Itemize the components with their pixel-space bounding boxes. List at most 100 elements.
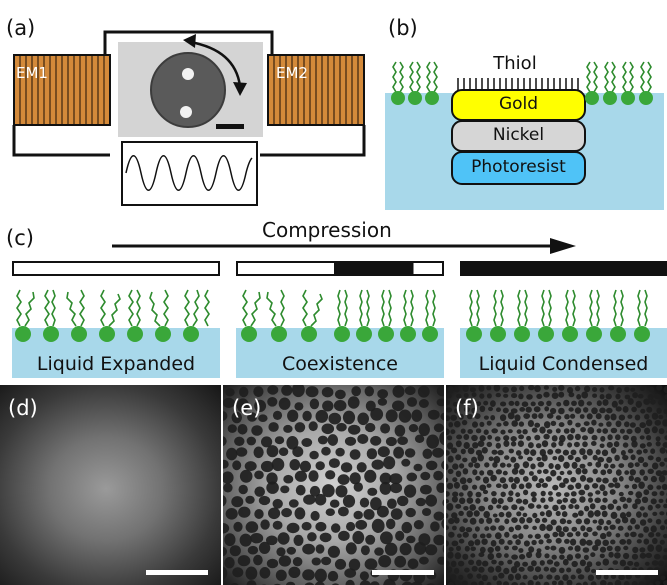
domain-cell — [274, 436, 285, 445]
domain-cell — [288, 499, 299, 508]
domain-cell — [455, 454, 462, 461]
domain-cell — [479, 546, 486, 554]
domain-cell — [475, 428, 482, 434]
domain-cell — [309, 398, 320, 410]
domain-cell — [483, 497, 489, 502]
domain-cell — [462, 385, 469, 392]
domain-cell — [457, 533, 462, 538]
domain-cell — [446, 513, 449, 519]
domain-cell — [502, 483, 509, 489]
domain-cell — [596, 525, 602, 531]
domain-cell — [363, 509, 375, 520]
domain-cell — [588, 497, 593, 503]
panel-c-label: (c) — [6, 226, 34, 250]
domain-cell — [528, 546, 535, 553]
domain-cell — [657, 560, 665, 567]
domain-cell — [535, 551, 542, 559]
domain-cell — [378, 555, 392, 568]
domain-cell — [655, 504, 661, 509]
domain-cell — [392, 385, 405, 398]
domain-cell — [477, 454, 484, 462]
domain-cell — [453, 567, 460, 574]
domain-cell — [600, 532, 607, 540]
domain-cell — [596, 428, 602, 434]
domain-cell — [237, 555, 251, 567]
domain-cell — [511, 420, 518, 427]
domain-cell — [386, 518, 396, 530]
domain-cell — [637, 456, 645, 463]
domain-cell — [570, 538, 577, 546]
domain-cell — [260, 460, 274, 473]
domain-cell — [335, 389, 346, 400]
domain-cell — [615, 434, 621, 441]
domain-cell — [486, 469, 494, 476]
domain-cell — [544, 406, 550, 412]
domain-cell — [631, 553, 639, 560]
domain-cell — [574, 407, 582, 414]
domain-cell — [503, 581, 509, 585]
domain-cell — [353, 510, 363, 520]
domain-cell — [461, 484, 469, 491]
domain-cell — [259, 567, 271, 579]
domain-cell — [474, 413, 481, 419]
domain-cell — [487, 546, 494, 554]
domain-cell — [537, 461, 545, 468]
domain-cell — [638, 481, 645, 489]
domain-cell — [648, 386, 655, 392]
domain-cell — [446, 503, 454, 511]
domain-cell — [630, 435, 637, 443]
domain-cell — [576, 394, 582, 400]
domain-cell — [650, 448, 656, 454]
domain-cell — [364, 469, 377, 483]
domain-cell — [551, 554, 557, 560]
domain-cell — [327, 434, 338, 446]
domain-cell — [607, 503, 615, 510]
domain-cell — [498, 511, 505, 518]
domain-cell — [478, 385, 485, 392]
domain-cell — [486, 582, 492, 585]
domain-cell — [628, 475, 634, 482]
domain-cell — [546, 538, 552, 544]
domain-cell — [305, 386, 319, 398]
domain-cell — [481, 447, 488, 454]
domain-cell — [348, 558, 361, 571]
domain-cell — [544, 545, 550, 550]
domain-cell — [654, 393, 661, 399]
domain-cell — [452, 477, 458, 483]
domain-cell — [556, 499, 563, 505]
domain-cell — [436, 482, 444, 493]
domain-cell — [307, 532, 317, 542]
domain-cell — [467, 413, 473, 420]
domain-cell — [450, 429, 456, 435]
domain-cell — [627, 462, 634, 469]
domain-cell — [518, 548, 524, 553]
domain-cell — [595, 449, 601, 455]
domain-cell — [555, 510, 561, 517]
domain-cell — [455, 440, 462, 448]
domain-cell — [268, 507, 281, 520]
domain-cell — [245, 566, 258, 580]
domain-cell — [610, 463, 616, 469]
domain-cell — [518, 421, 525, 427]
domain-cell — [514, 524, 522, 531]
domain-cell — [586, 448, 593, 456]
domain-cell — [587, 462, 593, 467]
domain-cell — [223, 546, 227, 557]
phase-label-condensed: Liquid Condensed — [478, 353, 649, 375]
domain-cell — [367, 487, 378, 496]
domain-cell — [245, 521, 259, 533]
domain-cell — [370, 435, 382, 446]
domain-cell — [510, 436, 517, 442]
domain-cell — [619, 559, 627, 567]
domain-cell — [618, 463, 625, 468]
domain-cell — [459, 497, 466, 505]
domain-cell — [651, 412, 659, 420]
domain-cell — [567, 454, 574, 461]
domain-cell — [558, 531, 565, 538]
domain-cell — [294, 470, 307, 482]
domain-cell — [650, 525, 657, 533]
domain-cell — [335, 485, 348, 498]
domain-cell — [578, 489, 586, 496]
domain-cell — [624, 394, 631, 400]
domain-cell — [645, 419, 653, 427]
